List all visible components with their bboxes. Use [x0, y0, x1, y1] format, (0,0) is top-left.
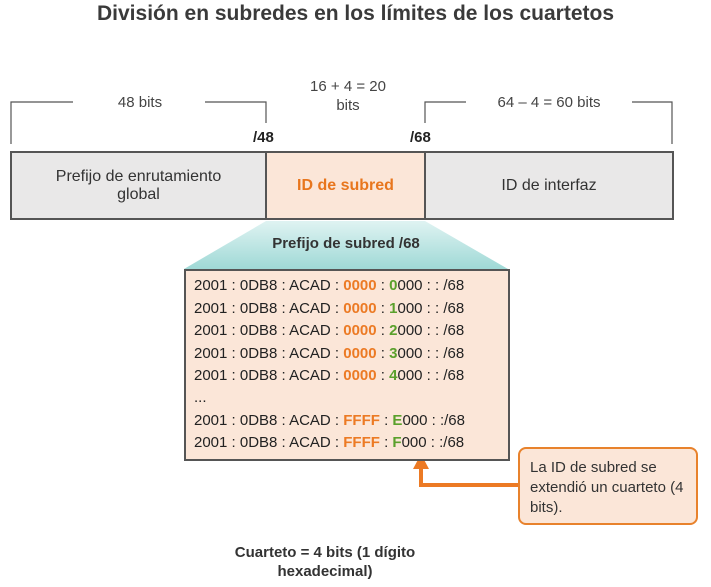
left-mid-line	[205, 101, 267, 123]
subnet-prefix-title: Prefijo de subred /68	[272, 235, 420, 252]
callout-arrow-line	[419, 467, 518, 487]
left-bracket	[10, 101, 73, 144]
subnet-address-list: 2001 : 0DB8 : ACAD : 0000 : 0000 : : /68…	[184, 269, 510, 461]
global-routing-prefix-segment: Prefijo de enrutamiento global	[12, 153, 265, 218]
subnet-id-segment: ID de subred	[265, 153, 426, 218]
footer-note: Cuarteto = 4 bits (1 dígito hexadecimal)	[210, 543, 440, 581]
label-48-bits: 48 bits	[117, 94, 163, 111]
interface-id-label: ID de interfaz	[501, 176, 597, 194]
global-prefix-label-line1: Prefijo de enrutamiento	[55, 167, 222, 185]
address-row: 2001 : 0DB8 : ACAD : 0000 : 2000 : : /68	[194, 322, 465, 339]
subnet-id-label: ID de subred	[297, 176, 394, 194]
global-prefix-label-line2: global	[117, 185, 160, 203]
label-60-bits: 64 – 4 = 60 bits	[497, 94, 601, 111]
ellipsis-row: ...	[194, 389, 207, 406]
prefix-68-marker: /68	[410, 129, 431, 146]
address-row: 2001 : 0DB8 : ACAD : 0000 : 0000 : : /68	[194, 277, 465, 294]
prefix-48-marker: /48	[253, 129, 274, 146]
ipv6-address-bar: Prefijo de enrutamiento global ID de sub…	[10, 151, 674, 220]
right-bracket	[632, 101, 673, 144]
address-row: 2001 : 0DB8 : ACAD : 0000 : 4000 : : /68	[194, 367, 465, 384]
address-row: 2001 : 0DB8 : ACAD : FFFF : F000 : :/68	[194, 434, 465, 451]
zoom-trapezoid	[184, 221, 508, 269]
footer-line1: Cuarteto = 4 bits (1 dígito	[234, 544, 416, 561]
label-20-bits-line2: bits	[336, 97, 360, 114]
interface-id-segment: ID de interfaz	[426, 153, 672, 218]
diagram-title: División en subredes en los límites de l…	[97, 2, 614, 25]
label-20-bits-line1: 16 + 4 = 20	[310, 78, 386, 95]
address-row: 2001 : 0DB8 : ACAD : FFFF : E000 : :/68	[194, 412, 465, 429]
footer-line2: hexadecimal)	[277, 563, 373, 580]
address-row: 2001 : 0DB8 : ACAD : 0000 : 3000 : : /68	[194, 345, 465, 362]
address-row: 2001 : 0DB8 : ACAD : 0000 : 1000 : : /68	[194, 300, 465, 317]
right-mid-line	[424, 101, 466, 123]
callout-box: La ID de subred se extendió un cuarteto …	[518, 447, 698, 525]
callout-text: La ID de subred se extendió un cuarteto …	[530, 459, 684, 516]
callout-arrow-head	[413, 454, 429, 469]
